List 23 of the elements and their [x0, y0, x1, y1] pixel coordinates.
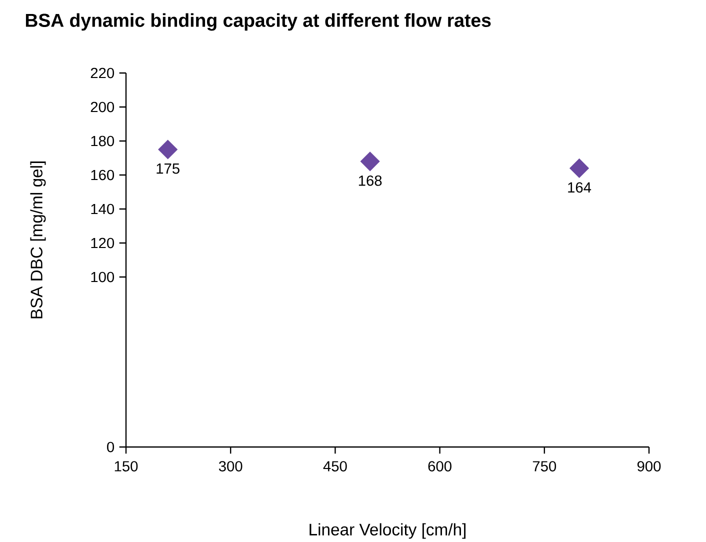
x-tick-label: 750: [532, 461, 556, 472]
y-axis-title: BSA DBC [mg/ml gel]: [30, 162, 46, 318]
x-tick-label: 150: [114, 461, 138, 472]
x-tick-label: 600: [428, 461, 452, 472]
point: [360, 152, 380, 172]
y-tick-label: 100: [91, 272, 114, 282]
data-label: 164: [568, 182, 592, 193]
chart-title: BSA dynamic binding capacity at different flow rates: [26, 13, 491, 31]
point: [570, 158, 589, 178]
data-label: 168: [358, 175, 382, 186]
data-label: 175: [156, 164, 180, 174]
y-tick-label: 220: [90, 68, 114, 78]
y-tick-label: 120: [91, 238, 114, 248]
x-tick-label: 900: [637, 461, 661, 472]
x-tick-label: 300: [218, 461, 242, 472]
y-tick-label: 160: [91, 170, 114, 180]
point: [158, 140, 178, 160]
y-tick-label: 180: [91, 136, 114, 146]
x-tick-label: 450: [323, 461, 347, 472]
y-tick-label: 200: [90, 102, 114, 112]
y-tick-label: 0: [107, 442, 114, 452]
y-tick-label: 140: [91, 204, 114, 214]
x-axis-title: Linear Velocity [cm/h]: [310, 523, 466, 539]
